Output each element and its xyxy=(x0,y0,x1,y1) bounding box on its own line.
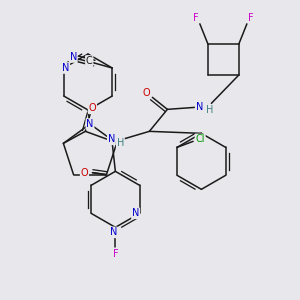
Text: F: F xyxy=(112,249,118,259)
Text: N: N xyxy=(196,102,203,112)
Text: O: O xyxy=(142,88,150,98)
Text: N: N xyxy=(108,134,115,144)
Text: H: H xyxy=(206,105,213,115)
Text: F: F xyxy=(248,13,254,23)
Text: F: F xyxy=(193,13,199,23)
Text: O: O xyxy=(88,103,96,113)
Text: C: C xyxy=(86,56,93,66)
Text: N: N xyxy=(62,63,69,73)
Text: Cl: Cl xyxy=(195,134,205,144)
Text: N: N xyxy=(110,227,117,237)
Text: N: N xyxy=(86,119,94,129)
Text: O: O xyxy=(81,168,88,178)
Text: H: H xyxy=(117,138,124,148)
Text: N: N xyxy=(70,52,77,62)
Text: N: N xyxy=(132,208,139,218)
